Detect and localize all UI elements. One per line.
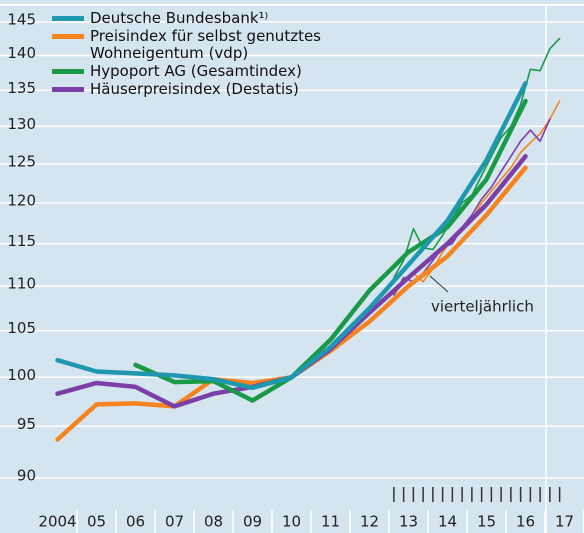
legend-label: Häuserpreisindex (Destatis) <box>90 80 299 98</box>
series-line <box>55 81 528 391</box>
legend-label: Deutsche Bundesbank¹⁾ <box>90 9 269 27</box>
series-line <box>55 154 528 409</box>
x-tick-label: 13 <box>399 513 418 531</box>
x-tick-label: 17 <box>555 513 574 531</box>
annotation-pointer <box>429 275 449 293</box>
y-tick-label: 105 <box>7 319 36 337</box>
y-tick-label: 130 <box>7 115 36 133</box>
x-tick-label: 15 <box>477 513 496 531</box>
x-tick-label: 06 <box>126 513 145 531</box>
legend-swatch <box>52 34 84 39</box>
y-tick-label: 95 <box>17 415 36 433</box>
y-tick-label: 90 <box>17 467 36 485</box>
x-tick-label: 11 <box>321 513 340 531</box>
x-tick-label: 07 <box>165 513 184 531</box>
quarterly-line <box>393 37 561 279</box>
legend-entry: Häuserpreisindex (Destatis) <box>52 81 362 98</box>
y-tick-label: 145 <box>7 11 36 29</box>
legend-swatch <box>52 87 84 92</box>
y-tick-label: 100 <box>7 366 36 384</box>
legend-entry: Hypoport AG (Gesamtindex) <box>52 63 362 80</box>
x-tick-label: 16 <box>516 513 535 531</box>
legend-entry: Deutsche Bundesbank¹⁾ <box>52 10 362 27</box>
y-tick-label: 125 <box>7 152 36 170</box>
legend: Deutsche Bundesbank¹⁾ Preisindex für selb… <box>52 10 362 99</box>
y-tick-label: 135 <box>7 79 36 97</box>
x-tick-label: 09 <box>243 513 262 531</box>
legend-entry: Preisindex für selbst genutztes Wohneige… <box>52 28 362 62</box>
x-tick-label: 05 <box>87 513 106 531</box>
y-tick-label: 120 <box>7 191 36 209</box>
y-tick-label: 110 <box>7 275 36 293</box>
quarterly-line <box>393 100 561 296</box>
legend-label: Preisindex für selbst genutztes Wohneige… <box>90 27 321 62</box>
legend-swatch <box>52 69 84 74</box>
x-tick-label: 10 <box>282 513 301 531</box>
x-tick-label: 12 <box>360 513 379 531</box>
annotation: vierteljährlich <box>431 298 534 316</box>
x-tick-label: 14 <box>438 513 457 531</box>
legend-swatch <box>52 16 84 21</box>
y-tick-label: 140 <box>7 44 36 62</box>
x-tick-label: 08 <box>204 513 223 531</box>
y-tick-label: 115 <box>7 232 36 250</box>
series-line <box>133 98 528 403</box>
x-tick-label: 2004 <box>38 513 76 531</box>
legend-label: Hypoport AG (Gesamtindex) <box>90 62 302 80</box>
